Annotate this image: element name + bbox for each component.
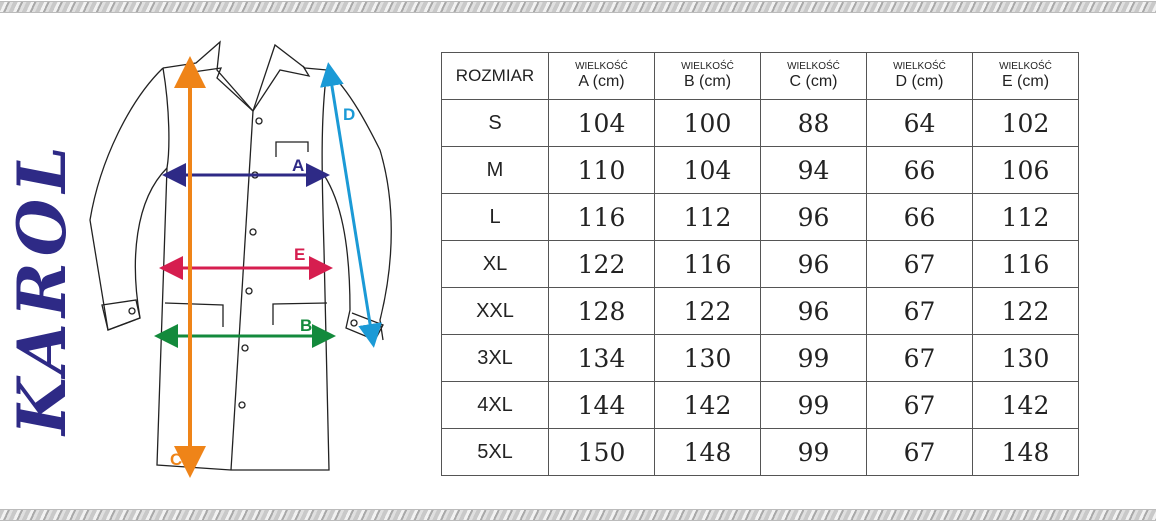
header-a: WIELKOŚĆ A (cm) <box>548 52 655 100</box>
table-row: L 116 112 96 66 112 <box>441 193 1079 241</box>
size-cell: S <box>441 99 549 147</box>
value-cell: 66 <box>866 193 973 241</box>
table-row: XXL 128 122 96 67 122 <box>441 287 1079 335</box>
size-cell: XL <box>441 240 549 288</box>
value-cell: 134 <box>548 334 655 382</box>
value-cell: 96 <box>760 287 867 335</box>
value-cell: 64 <box>866 99 973 147</box>
value-cell: 67 <box>866 334 973 382</box>
value-cell: 142 <box>972 381 1079 429</box>
value-cell: 122 <box>548 240 655 288</box>
coat-diagram: A E B C D <box>89 40 392 478</box>
value-cell: 148 <box>972 428 1079 476</box>
value-cell: 144 <box>548 381 655 429</box>
value-cell: 104 <box>654 146 761 194</box>
size-cell: XXL <box>441 287 549 335</box>
header-label: D (cm) <box>895 73 944 90</box>
value-cell: 112 <box>972 193 1079 241</box>
header-c: WIELKOŚĆ C (cm) <box>760 52 867 100</box>
table-row: 3XL 134 130 99 67 130 <box>441 334 1079 382</box>
value-cell: 112 <box>654 193 761 241</box>
header-small: WIELKOŚĆ <box>999 61 1052 72</box>
value-cell: 104 <box>548 99 655 147</box>
label-e: E <box>294 245 305 264</box>
value-cell: 99 <box>760 334 867 382</box>
header-label: B (cm) <box>683 73 732 90</box>
size-cell: 5XL <box>441 428 549 476</box>
table-header-row: ROZMIAR WIELKOŚĆ A (cm) WIELKOŚĆ B (cm) WI… <box>441 52 1079 100</box>
value-cell: 88 <box>760 99 867 147</box>
value-cell: 122 <box>654 287 761 335</box>
value-cell: 150 <box>548 428 655 476</box>
value-cell: 99 <box>760 428 867 476</box>
value-cell: 116 <box>972 240 1079 288</box>
value-cell: 116 <box>654 240 761 288</box>
value-cell: 67 <box>866 287 973 335</box>
value-cell: 96 <box>760 240 867 288</box>
header-label: E (cm) <box>1001 73 1050 90</box>
rope-border-bottom <box>0 509 1156 521</box>
value-cell: 148 <box>654 428 761 476</box>
header-small: WIELKOŚĆ <box>787 61 840 72</box>
value-cell: 106 <box>972 146 1079 194</box>
header-label: A (cm) <box>578 73 625 90</box>
value-cell: 110 <box>548 146 655 194</box>
header-e: WIELKOŚĆ E (cm) <box>972 52 1079 100</box>
rope-border-top <box>0 1 1156 13</box>
value-cell: 99 <box>760 381 867 429</box>
value-cell: 128 <box>548 287 655 335</box>
size-cell: 3XL <box>441 334 549 382</box>
header-small: WIELKOŚĆ <box>681 61 734 72</box>
label-b: B <box>300 316 312 335</box>
label-c: C <box>170 450 182 469</box>
value-cell: 130 <box>972 334 1079 382</box>
size-cell: M <box>441 146 549 194</box>
value-cell: 102 <box>972 99 1079 147</box>
header-b: WIELKOŚĆ B (cm) <box>654 52 761 100</box>
value-cell: 96 <box>760 193 867 241</box>
value-cell: 67 <box>866 240 973 288</box>
value-cell: 94 <box>760 146 867 194</box>
header-label: C (cm) <box>789 73 838 90</box>
value-cell: 66 <box>866 146 973 194</box>
table-row: 4XL 144 142 99 67 142 <box>441 381 1079 429</box>
size-table: ROZMIAR WIELKOŚĆ A (cm) WIELKOŚĆ B (cm) WI… <box>441 52 1079 476</box>
label-a: A <box>292 156 304 175</box>
header-small: WIELKOŚĆ <box>893 61 946 72</box>
table-row: XL 122 116 96 67 116 <box>441 240 1079 288</box>
value-cell: 142 <box>654 381 761 429</box>
header-size: ROZMIAR <box>441 52 549 100</box>
value-cell: 130 <box>654 334 761 382</box>
value-cell: 67 <box>866 381 973 429</box>
value-cell: 100 <box>654 99 761 147</box>
table-row: M 110 104 94 66 106 <box>441 146 1079 194</box>
size-cell: 4XL <box>441 381 549 429</box>
size-cell: L <box>441 193 549 241</box>
header-d: WIELKOŚĆ D (cm) <box>866 52 973 100</box>
measure-arrow-d <box>320 62 382 348</box>
value-cell: 122 <box>972 287 1079 335</box>
table-row: S 104 100 88 64 102 <box>441 99 1079 147</box>
label-d: D <box>343 105 355 124</box>
header-small: WIELKOŚĆ <box>575 61 628 72</box>
value-cell: 67 <box>866 428 973 476</box>
value-cell: 116 <box>548 193 655 241</box>
table-row: 5XL 150 148 99 67 148 <box>441 428 1079 476</box>
